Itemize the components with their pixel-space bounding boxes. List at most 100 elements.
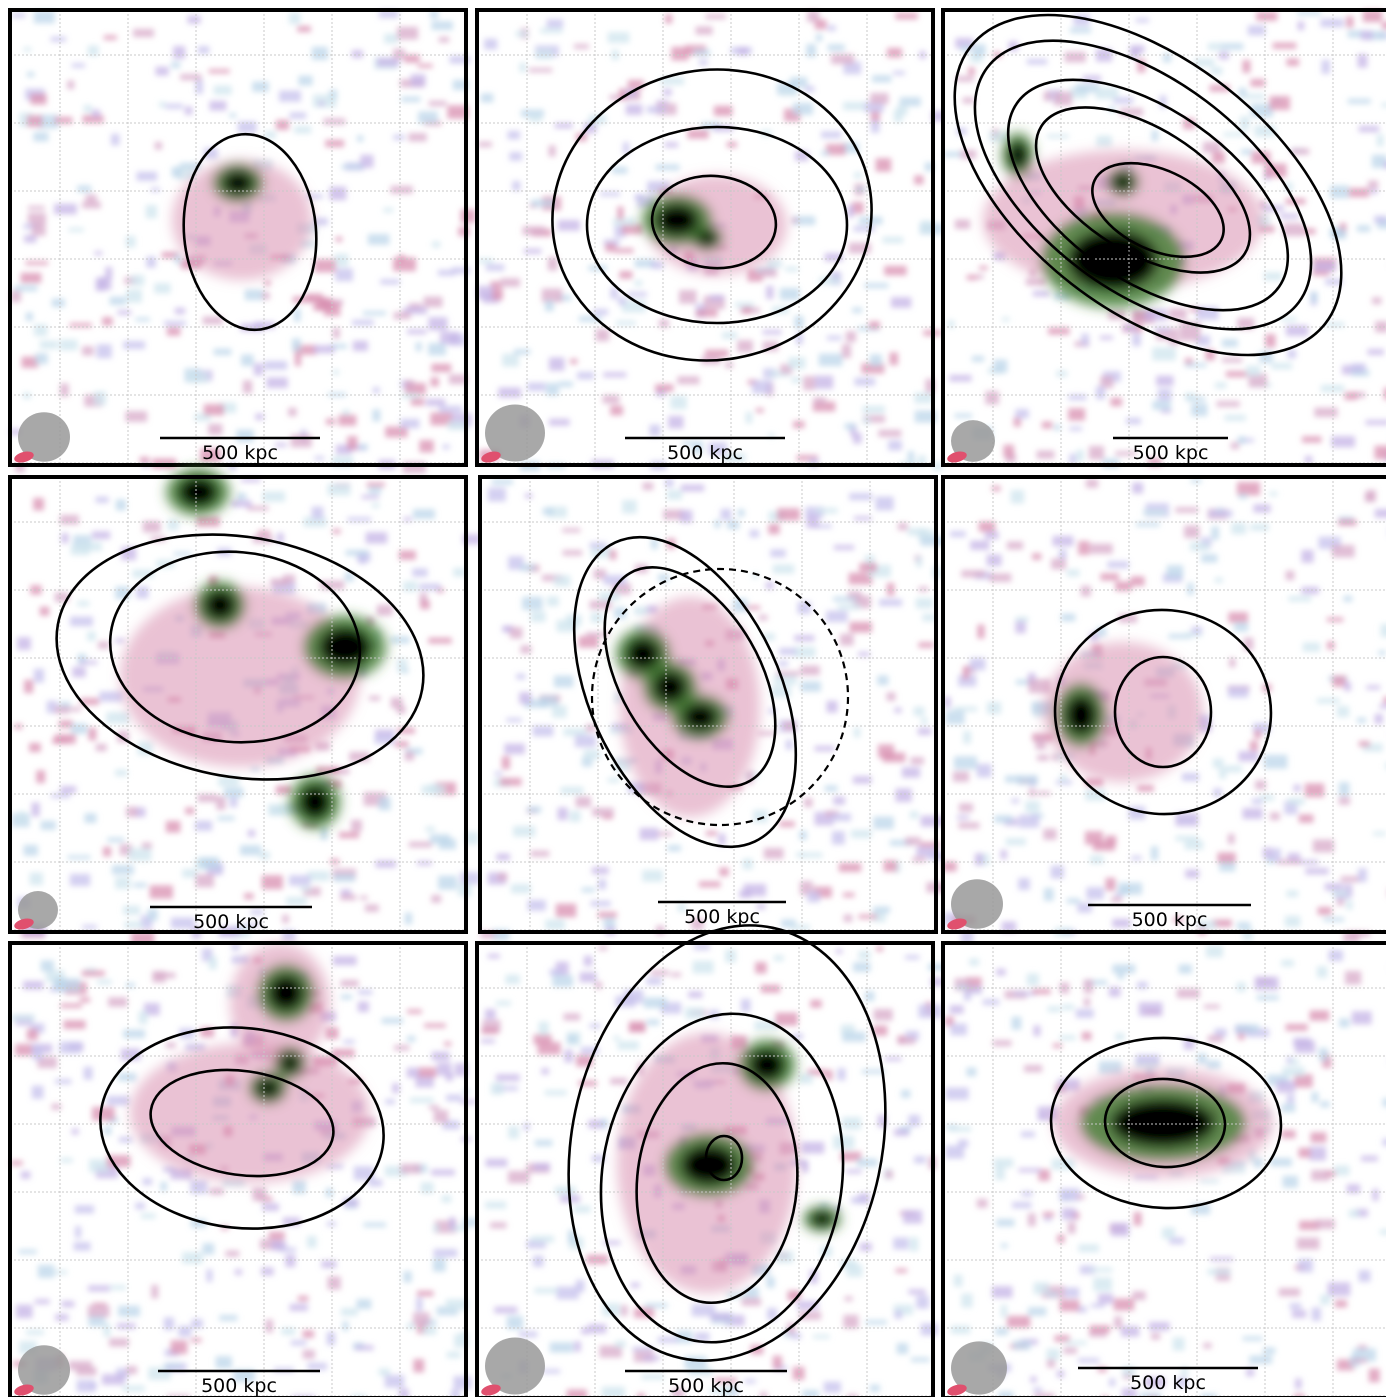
noise-patch [828,25,836,31]
noise-patch [1011,1017,1021,1030]
noise-patch [887,692,896,701]
noise-patch [706,831,717,836]
noise-patch [1312,1307,1321,1320]
noise-patch [854,727,860,737]
noise-patch [431,895,441,903]
noise-patch [333,328,340,339]
noise-patch [910,1237,919,1251]
noise-patch [1136,522,1160,526]
noise-patch [1063,1347,1077,1353]
noise-patch [133,29,154,37]
noise-patch [74,1242,91,1251]
noise-patch [438,270,455,276]
noise-patch [621,1305,628,1316]
noise-patch [1096,386,1105,399]
noise-patch [629,1021,645,1030]
source-core [749,1049,785,1081]
noise-patch [617,207,623,220]
noise-patch [764,848,784,859]
noise-patch [92,1107,115,1121]
noise-patch [167,520,178,531]
noise-patch [688,991,702,998]
noise-patch [224,788,243,798]
noise-patch [1250,524,1269,531]
noise-patch [1001,1243,1008,1248]
noise-patch [598,912,617,918]
noise-patch [32,1046,42,1060]
noise-patch [1002,317,1010,321]
noise-patch [706,14,726,19]
noise-patch [956,76,973,82]
noise-patch [1179,964,1192,973]
noise-patch [442,1195,452,1202]
noise-patch [793,647,815,658]
noise-patch [643,482,654,490]
noise-patch [987,554,1002,566]
noise-patch [377,58,400,67]
noise-patch [1369,1369,1380,1383]
noise-patch [385,1375,405,1388]
noise-patch [1242,808,1262,819]
noise-patch [642,870,663,882]
noise-patch [885,1171,893,1179]
noise-patch [420,600,430,609]
noise-patch [1197,1053,1206,1064]
noise-patch [1007,1316,1030,1328]
noise-patch [404,517,412,521]
noise-patch [1001,1305,1007,1318]
noise-patch [1283,1067,1305,1076]
noise-patch [552,705,567,717]
noise-patch [574,1206,591,1213]
noise-patch [59,1042,80,1054]
noise-patch [99,691,123,701]
noise-patch [1317,966,1327,977]
noise-patch [294,126,311,134]
noise-patch [300,887,312,891]
noise-patch [1285,916,1300,927]
noise-patch [230,797,238,808]
noise-patch [575,735,596,747]
noise-patch [488,954,500,959]
noise-patch [1210,1257,1233,1261]
noise-patch [214,86,232,95]
noise-patch [1348,99,1371,104]
noise-patch [1099,1061,1121,1074]
noise-patch [1361,1156,1378,1162]
noise-patch [677,376,699,384]
noise-patch [963,731,971,744]
noise-patch [664,142,678,147]
noise-patch [1137,982,1148,989]
noise-patch [486,264,504,271]
noise-patch [72,1129,79,1135]
noise-patch [946,711,965,725]
noise-patch [19,1249,37,1253]
noise-patch [306,294,323,301]
noise-patch [854,172,862,178]
noise-patch [592,867,609,874]
noise-patch [418,64,433,68]
noise-patch [844,914,853,921]
noise-patch [141,1213,156,1218]
noise-patch [244,893,254,899]
noise-patch [530,851,549,857]
noise-patch [334,254,348,267]
noise-patch [237,493,246,500]
noise-patch [970,541,989,550]
noise-patch [969,958,979,965]
noise-patch [1381,624,1386,637]
noise-patch [1027,59,1047,65]
noise-patch [15,724,23,729]
noise-patch [298,76,312,86]
noise-patch [1221,43,1243,50]
noise-patch [376,860,396,867]
noise-patch [860,1243,872,1251]
noise-patch [1374,216,1386,223]
noise-patch [833,797,845,805]
noise-patch [307,1236,317,1248]
noise-patch [219,1315,237,1321]
noise-patch [252,1188,266,1201]
noise-patch [1374,446,1386,460]
noise-patch [557,1287,579,1300]
noise-patch [75,1226,81,1238]
noise-patch [914,1156,926,1163]
